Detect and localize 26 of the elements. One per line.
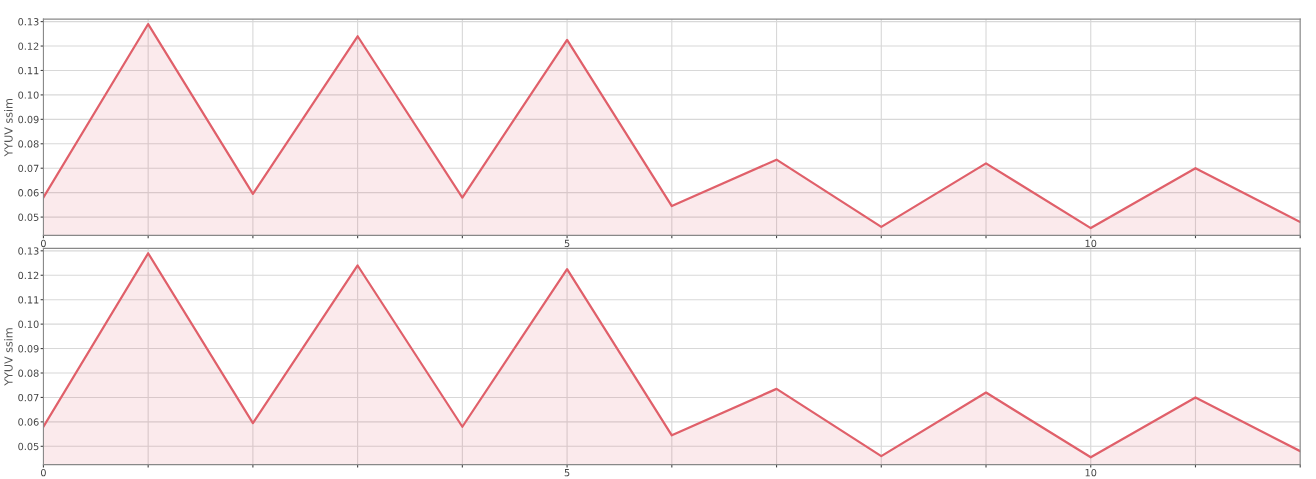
y-tick-label: 0.08 — [18, 140, 39, 148]
y-tick-label: 0.09 — [18, 345, 39, 353]
y-tick-label: 0.07 — [18, 164, 39, 173]
y-tick-label: 0.06 — [18, 418, 39, 426]
x-tick-label: 5 — [564, 239, 570, 248]
y-tick-label: 0.12 — [18, 42, 39, 50]
x-tick-label: 10 — [1085, 468, 1097, 477]
y-tick-label: 0.13 — [18, 247, 39, 255]
x-tick-label: 0 — [40, 468, 46, 477]
x-tick-label: 0 — [40, 239, 46, 248]
y-tick-label: 0.08 — [18, 369, 39, 377]
y-tick-label: 0.05 — [18, 213, 39, 221]
y-tick-label: 0.11 — [18, 66, 39, 75]
y-tick-label: 0.10 — [18, 320, 39, 328]
y-tick-label: 0.09 — [18, 115, 39, 124]
x-tick-label: 10 — [1085, 239, 1097, 248]
y-tick-label: 0.05 — [18, 442, 39, 451]
y-tick-label: 0.10 — [18, 91, 39, 99]
x-tick-label: 5 — [564, 469, 570, 477]
y-tick-label: 0.11 — [18, 296, 39, 304]
y-axis-title: YYUV ssim — [4, 328, 13, 386]
y-tick-label: 0.12 — [18, 271, 39, 280]
y-tick-label: 0.13 — [18, 18, 39, 26]
y-axis-title: YYUV ssim — [4, 99, 13, 157]
y-tick-label: 0.06 — [18, 189, 39, 197]
y-tick-label: 0.07 — [18, 393, 39, 402]
